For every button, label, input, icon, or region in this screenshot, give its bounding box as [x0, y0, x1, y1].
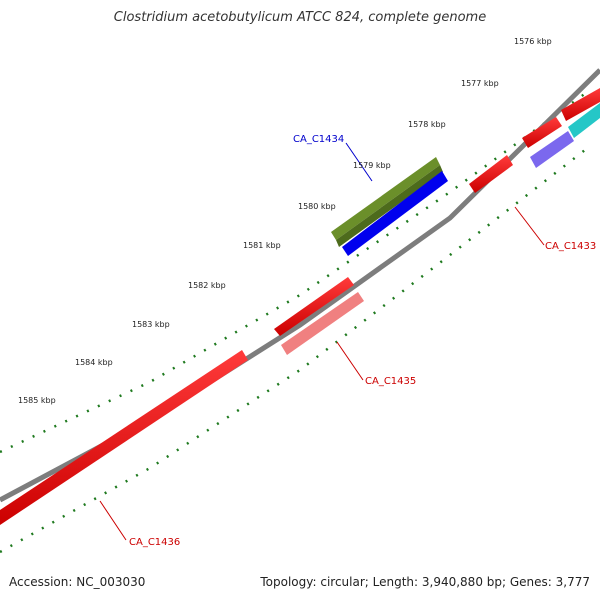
gene-label-ca-c1433[interactable]: CA_C1433: [545, 241, 596, 252]
kbp-label: 1581 kbp: [243, 241, 281, 250]
kbp-label: 1579 kbp: [353, 161, 391, 170]
kbp-label: 1580 kbp: [298, 202, 336, 211]
kbp-label: 1584 kbp: [75, 358, 113, 367]
gene-plus-strand-feature[interactable]: [274, 277, 354, 336]
ca-c1433-leader: [514, 206, 545, 246]
kbp-label: 1577 kbp: [461, 79, 499, 88]
ca-c1434-leader: [345, 142, 373, 182]
ca-c1435-leader: [336, 341, 364, 381]
gene-label-ca-c1435[interactable]: CA_C1435: [365, 376, 416, 387]
accession-text: Accession: NC_003030: [9, 575, 146, 589]
kbp-label: 1582 kbp: [188, 281, 226, 290]
kbp-label: 1576 kbp: [514, 37, 552, 46]
gene-ca-c1436-feature[interactable]: [0, 350, 248, 525]
kbp-label: 1585 kbp: [18, 396, 56, 405]
kbp-label: 1578 kbp: [408, 120, 446, 129]
map-title: Clostridium acetobutylicum ATCC 824, com…: [113, 10, 487, 25]
kbp-label: 1583 kbp: [132, 320, 170, 329]
genome-summary-text: Topology: circular; Length: 3,940,880 bp…: [260, 575, 590, 589]
gene-upper-right-feature-2[interactable]: [561, 88, 600, 121]
gene-label-ca-c1436[interactable]: CA_C1436: [129, 537, 180, 548]
gene-ca-c1434-feature[interactable]: [331, 157, 443, 247]
gene-purple-feature[interactable]: [530, 131, 574, 168]
gene-upper-right-feature[interactable]: [522, 117, 562, 148]
gene-ca-c1433-feature[interactable]: [469, 155, 513, 193]
gene-ca-c1435-feature[interactable]: [281, 292, 364, 355]
gene-ca-c1434-minus-feature[interactable]: [342, 171, 448, 256]
gene-cyan-feature[interactable]: [568, 103, 600, 138]
ca-c1436-leader: [99, 500, 127, 541]
gene-label-ca-c1434[interactable]: CA_C1434: [293, 134, 344, 145]
